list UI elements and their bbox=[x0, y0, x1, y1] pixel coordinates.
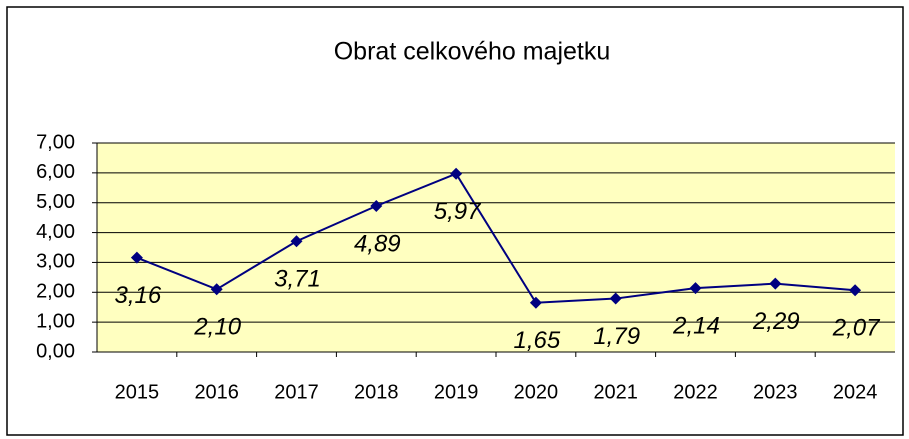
data-point bbox=[370, 199, 383, 212]
data-point bbox=[609, 292, 622, 305]
data-line bbox=[136, 172, 856, 304]
data-point bbox=[450, 167, 463, 180]
y-tick-label: 1,00 bbox=[36, 310, 75, 332]
data-point bbox=[290, 235, 303, 248]
y-tick-label: 7,00 bbox=[36, 131, 75, 153]
data-point bbox=[210, 283, 223, 296]
x-tick-label: 2017 bbox=[274, 381, 319, 403]
data-label: 2,29 bbox=[752, 308, 800, 335]
y-tick-label: 5,00 bbox=[36, 191, 75, 213]
data-label: 4,89 bbox=[354, 230, 401, 257]
y-tick-label: 6,00 bbox=[36, 161, 75, 183]
y-tick-label: 2,00 bbox=[36, 281, 75, 303]
x-tick-label: 2015 bbox=[115, 381, 160, 403]
data-label: 1,65 bbox=[514, 327, 561, 354]
y-tick-label: 3,00 bbox=[36, 251, 75, 273]
data-label: 5,97 bbox=[434, 198, 482, 225]
y-tick-label: 4,00 bbox=[36, 221, 75, 243]
data-point bbox=[689, 282, 702, 295]
x-tick-label: 2024 bbox=[833, 381, 878, 403]
x-tick-label: 2022 bbox=[673, 381, 718, 403]
data-label: 2,07 bbox=[832, 315, 881, 342]
x-tick-label: 2019 bbox=[434, 381, 479, 403]
plot-area bbox=[97, 143, 895, 352]
data-point bbox=[130, 251, 143, 264]
x-tick-label: 2016 bbox=[194, 381, 239, 403]
x-tick-label: 2021 bbox=[593, 381, 638, 403]
data-label: 3,16 bbox=[115, 282, 162, 309]
data-point bbox=[529, 296, 542, 309]
x-tick-label: 2023 bbox=[753, 381, 798, 403]
data-label: 2,14 bbox=[672, 312, 720, 339]
data-label: 3,71 bbox=[274, 266, 321, 293]
data-label: 2,10 bbox=[193, 314, 241, 341]
x-tick-label: 2018 bbox=[354, 381, 399, 403]
data-label: 1,79 bbox=[593, 323, 640, 350]
data-point bbox=[769, 277, 782, 290]
x-tick-label: 2020 bbox=[514, 381, 559, 403]
data-point bbox=[849, 284, 862, 297]
y-tick-label: 0,00 bbox=[36, 340, 75, 362]
chart-title: Obrat celkového majetku bbox=[334, 38, 611, 66]
